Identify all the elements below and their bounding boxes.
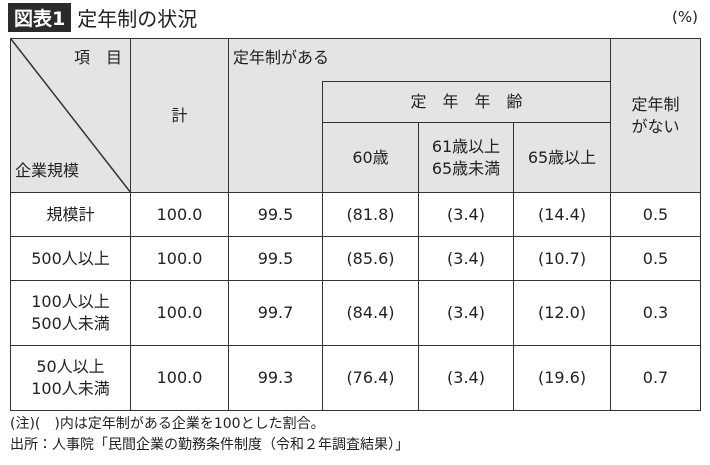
- diagonal: [11, 39, 131, 193]
- notes: (注)( )内は定年制がある企業を100とした割合。 出所：人事院「民間企業の勤…: [10, 414, 409, 456]
- cell: (10.7): [514, 237, 612, 281]
- cell: 100.0: [131, 237, 229, 281]
- text-line: 65歳未満: [431, 158, 501, 178]
- cell: (12.0): [514, 281, 612, 346]
- unit: (%): [672, 8, 698, 26]
- cell: 100.0: [131, 346, 229, 411]
- badge: 図表1: [8, 2, 72, 32]
- text-line: 500人未満: [31, 314, 110, 333]
- text-line: 65歳以上: [527, 147, 597, 167]
- table-row: 50人以上 100人未満 100.0 99.3 (76.4) (3.4) (19.6) 0.7: [11, 346, 702, 411]
- note: (注)( )内は定年制がある企業を100とした割合。: [10, 416, 325, 432]
- text-line: 50人以上: [36, 357, 105, 377]
- cell: 0.5: [611, 193, 702, 237]
- corner-cell: 項 目 企業規模: [11, 39, 131, 193]
- table-row: 規模計 100.0 99.5 (81.8) (3.4) (14.4) 0.5: [11, 193, 702, 237]
- header-cell: 61歳以上 65歳未満: [419, 123, 514, 193]
- row-label: 100人以上 500人未満: [11, 281, 131, 346]
- cell: (76.4): [323, 346, 419, 411]
- cell: 99.5: [229, 237, 323, 281]
- cell: 99.5: [229, 193, 323, 237]
- cell: 0.7: [611, 346, 702, 411]
- text-line: 500人以上: [31, 248, 110, 268]
- title-bar: 図表1 定年制の状況: [8, 2, 197, 32]
- text-line: 100人以上: [31, 292, 110, 312]
- table: 項 目 企業規模 計 定年制がある 定年制 がない 定 年 年 齢 60歳 61歳以…: [10, 38, 702, 411]
- text-line: 60歳: [352, 147, 389, 167]
- header-cell: 65歳以上: [514, 123, 612, 193]
- header-cell: 60歳: [323, 123, 419, 193]
- corner-top: 項 目: [73, 48, 122, 67]
- corner-bottom: 企業規模: [15, 161, 80, 181]
- row-label: 50人以上 100人未満: [11, 346, 131, 411]
- cell: 100.0: [131, 193, 229, 237]
- cell: 99.3: [229, 346, 323, 411]
- header-cell: 定年制がある: [229, 39, 612, 81]
- text-line: 規模計: [46, 204, 95, 224]
- cell: (3.4): [419, 281, 514, 346]
- table-row: 100人以上 500人未満 100.0 99.7 (84.4) (3.4) (12.0) 0.…: [11, 281, 702, 346]
- header-cell: 定年制 がない: [611, 39, 702, 193]
- cell: (81.8): [323, 193, 419, 237]
- header-line: 定年制: [631, 94, 680, 114]
- cell: 0.3: [611, 281, 702, 346]
- note: 出所：人事院「民間企業の勤務条件制度（令和２年調査結果）」: [10, 437, 409, 453]
- cell: 100.0: [131, 281, 229, 346]
- table-row: 500人以上 100.0 99.5 (85.6) (3.4) (10.7) 0.5: [11, 237, 702, 281]
- header-line: がない: [631, 116, 680, 136]
- text-line: 61歳以上: [431, 136, 501, 156]
- cell: (14.4): [514, 193, 612, 237]
- text-line: 100人未満: [31, 379, 110, 398]
- title: 定年制の状況: [77, 6, 198, 31]
- cell: (3.4): [419, 193, 514, 237]
- cell: (3.4): [419, 346, 514, 411]
- header-cell: [229, 81, 323, 193]
- cell: 0.5: [611, 237, 702, 281]
- header-cell: 計: [131, 39, 229, 193]
- cell: (3.4): [419, 237, 514, 281]
- cell: (19.6): [514, 346, 612, 411]
- cell: (84.4): [323, 281, 419, 346]
- row-label: 規模計: [11, 193, 131, 237]
- header-cell: 定 年 年 齢: [323, 81, 612, 123]
- row-label: 500人以上: [11, 237, 131, 281]
- cell: (85.6): [323, 237, 419, 281]
- cell: 99.7: [229, 281, 323, 346]
